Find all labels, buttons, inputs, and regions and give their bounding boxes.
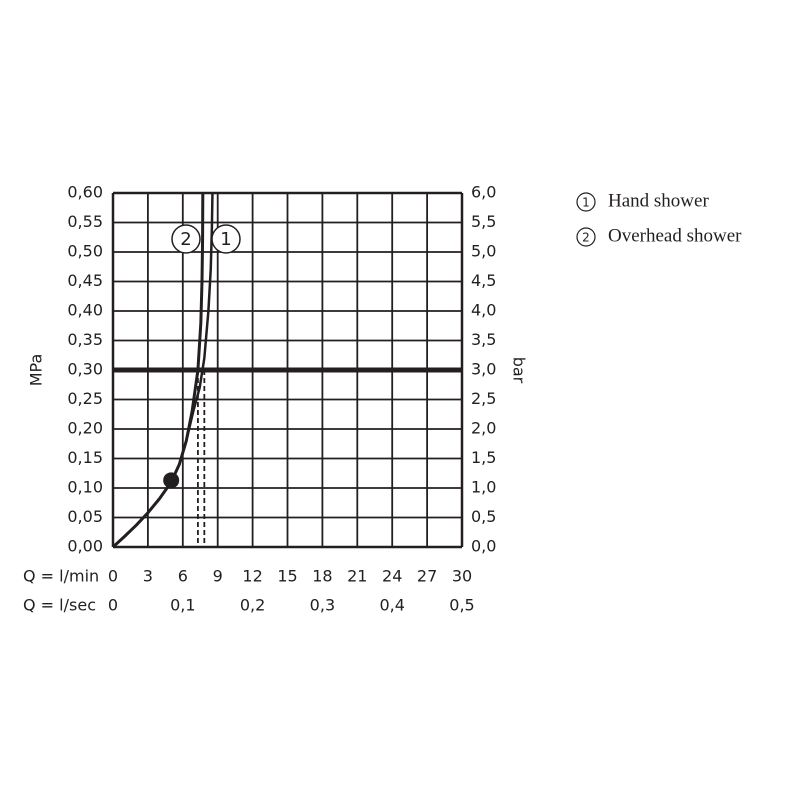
x2-tick-label: 0,3 <box>310 596 335 615</box>
x-tick-label: 27 <box>417 567 437 586</box>
curve-label: 2 <box>180 229 191 250</box>
x2-tick-label: 0,5 <box>449 596 474 615</box>
x2-tick-label: 0,4 <box>379 596 404 615</box>
x-tick-label: 9 <box>213 567 223 586</box>
y-tick-label: 0,05 <box>67 507 103 526</box>
x2-axis-title: Q = l/sec <box>23 596 96 615</box>
x-tick-label: 30 <box>452 567 472 586</box>
x2-tick-label: 0 <box>108 596 118 615</box>
y2-tick-label: 3,0 <box>471 360 496 379</box>
legend-circle <box>576 227 596 247</box>
legend-circle <box>576 192 596 212</box>
y2-tick-label: 1,0 <box>471 478 496 497</box>
y2-tick-label: 5,0 <box>471 242 496 261</box>
x-tick-label: 18 <box>312 567 332 586</box>
legend-number: 1 <box>582 196 590 210</box>
curve-label-circle <box>211 224 241 254</box>
series-line <box>111 192 205 549</box>
x-axis-title: Q = l/min <box>23 567 99 586</box>
x-tick-label: 21 <box>347 567 367 586</box>
legend-label: Overhead shower <box>608 225 742 246</box>
operating-point <box>163 472 180 489</box>
y2-tick-label: 4,5 <box>471 271 496 290</box>
y2-tick-label: 3,5 <box>471 330 496 349</box>
y2-tick-label: 0,0 <box>471 537 496 556</box>
x-tick-label: 12 <box>242 567 262 586</box>
y2-tick-label: 5,5 <box>471 212 496 231</box>
x-tick-label: 3 <box>143 567 153 586</box>
y-tick-label: 0,45 <box>67 271 103 290</box>
y-tick-label: 0,55 <box>67 212 103 231</box>
x2-tick-label: 0,1 <box>170 596 195 615</box>
y-tick-label: 0,00 <box>67 537 103 556</box>
x-tick-label: 0 <box>108 567 118 586</box>
y-tick-label: 0,20 <box>67 419 103 438</box>
x2-tick-label: 0,2 <box>240 596 265 615</box>
curve-label-circle <box>171 224 201 254</box>
y-tick-label: 0,40 <box>67 301 103 320</box>
y2-tick-label: 2,5 <box>471 389 496 408</box>
y-tick-label: 0,30 <box>67 360 103 379</box>
y2-tick-label: 0,5 <box>471 507 496 526</box>
y2-tick-label: 2,0 <box>471 419 496 438</box>
legend-label: Hand shower <box>608 190 709 211</box>
y-tick-label: 0,10 <box>67 478 103 497</box>
x-tick-label: 15 <box>277 567 297 586</box>
y-tick-label: 0,50 <box>67 242 103 261</box>
y-tick-label: 0,60 <box>67 183 103 202</box>
curve-label: 1 <box>220 229 231 250</box>
legend-number: 2 <box>582 231 590 245</box>
y-tick-label: 0,35 <box>67 330 103 349</box>
x-tick-label: 6 <box>178 567 188 586</box>
y-axis-title: MPa <box>27 354 46 387</box>
y2-axis-title: bar <box>510 357 529 384</box>
y2-tick-label: 4,0 <box>471 301 496 320</box>
x-tick-label: 24 <box>382 567 402 586</box>
y-tick-label: 0,25 <box>67 389 103 408</box>
y2-tick-label: 6,0 <box>471 183 496 202</box>
y2-tick-label: 1,5 <box>471 448 496 467</box>
y-tick-label: 0,15 <box>67 448 103 467</box>
